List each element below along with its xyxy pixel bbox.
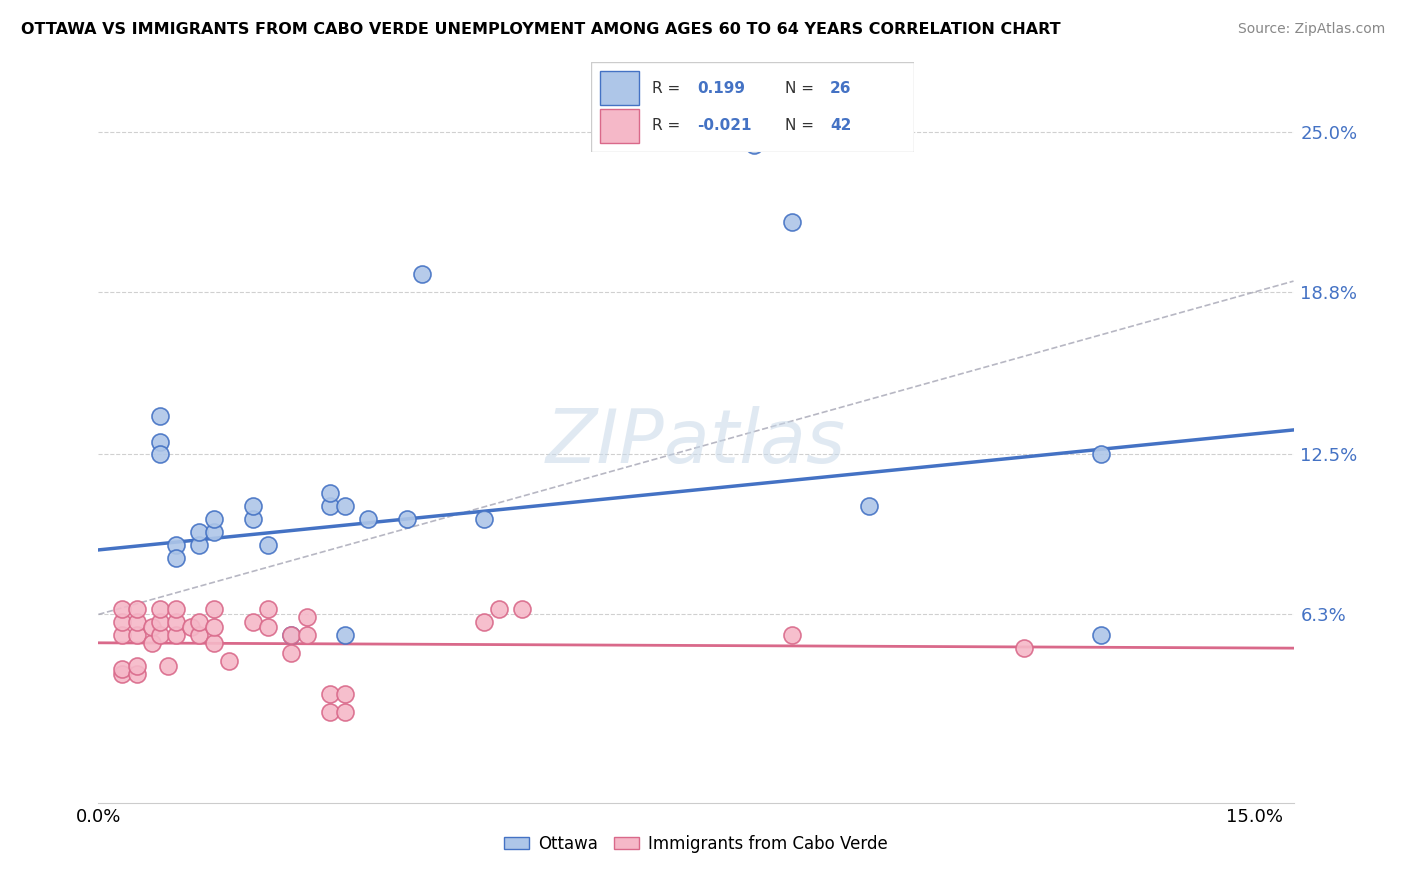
Text: OTTAWA VS IMMIGRANTS FROM CABO VERDE UNEMPLOYMENT AMONG AGES 60 TO 64 YEARS CORR: OTTAWA VS IMMIGRANTS FROM CABO VERDE UNE… xyxy=(21,22,1060,37)
Text: Source: ZipAtlas.com: Source: ZipAtlas.com xyxy=(1237,22,1385,37)
Point xyxy=(333,706,356,720)
Point xyxy=(242,499,264,513)
Point xyxy=(149,434,172,449)
Point xyxy=(257,602,280,616)
Point xyxy=(125,615,148,630)
Point xyxy=(1012,640,1035,655)
Point xyxy=(125,666,148,681)
Text: R =: R = xyxy=(652,119,681,134)
Point xyxy=(165,628,187,642)
Point xyxy=(110,662,132,676)
Text: ZIPatlas: ZIPatlas xyxy=(546,406,846,477)
Point xyxy=(319,687,342,701)
Point xyxy=(110,628,132,642)
Point xyxy=(782,215,804,229)
Point xyxy=(319,486,342,500)
Point xyxy=(782,628,804,642)
Point xyxy=(488,602,510,616)
Point xyxy=(1090,628,1112,642)
Point xyxy=(858,499,880,513)
Point xyxy=(333,499,356,513)
Point xyxy=(149,615,172,630)
Point xyxy=(295,610,318,624)
Point xyxy=(333,628,356,642)
Point xyxy=(295,628,318,642)
Point xyxy=(149,409,172,423)
Text: N =: N = xyxy=(785,119,814,134)
Point xyxy=(110,666,132,681)
Point xyxy=(512,602,534,616)
Text: 26: 26 xyxy=(830,80,851,95)
Point xyxy=(165,538,187,552)
Point xyxy=(257,620,280,634)
Text: 0.199: 0.199 xyxy=(697,80,745,95)
Point xyxy=(165,602,187,616)
Point xyxy=(218,654,240,668)
Point xyxy=(395,512,418,526)
Point xyxy=(411,267,433,281)
Point xyxy=(242,615,264,630)
Point xyxy=(110,615,132,630)
Point xyxy=(165,550,187,565)
Text: R =: R = xyxy=(652,80,681,95)
Point xyxy=(180,620,202,634)
Point xyxy=(187,524,209,539)
Point xyxy=(202,620,225,634)
Point xyxy=(280,628,302,642)
Point xyxy=(187,615,209,630)
Point xyxy=(319,499,342,513)
Point xyxy=(156,659,179,673)
Point xyxy=(149,447,172,461)
Point xyxy=(149,602,172,616)
Point xyxy=(280,628,302,642)
Point xyxy=(319,706,342,720)
Point xyxy=(141,620,163,634)
Point xyxy=(742,137,765,152)
Point xyxy=(187,538,209,552)
Point xyxy=(165,615,187,630)
Point xyxy=(1090,447,1112,461)
Point xyxy=(472,615,495,630)
Point xyxy=(125,628,148,642)
Legend: Ottawa, Immigrants from Cabo Verde: Ottawa, Immigrants from Cabo Verde xyxy=(498,828,894,860)
Point xyxy=(141,636,163,650)
Point xyxy=(333,687,356,701)
Point xyxy=(125,602,148,616)
FancyBboxPatch shape xyxy=(600,109,640,143)
Point xyxy=(202,524,225,539)
Text: -0.021: -0.021 xyxy=(697,119,752,134)
Point xyxy=(125,659,148,673)
Point xyxy=(280,646,302,660)
Text: 42: 42 xyxy=(830,119,851,134)
Point xyxy=(357,512,380,526)
Point xyxy=(242,512,264,526)
Point xyxy=(187,628,209,642)
Text: N =: N = xyxy=(785,80,814,95)
Point xyxy=(149,628,172,642)
Point xyxy=(202,512,225,526)
FancyBboxPatch shape xyxy=(600,71,640,105)
Point xyxy=(202,636,225,650)
FancyBboxPatch shape xyxy=(591,62,914,152)
Point xyxy=(257,538,280,552)
Point xyxy=(472,512,495,526)
Point xyxy=(110,602,132,616)
Point xyxy=(202,602,225,616)
